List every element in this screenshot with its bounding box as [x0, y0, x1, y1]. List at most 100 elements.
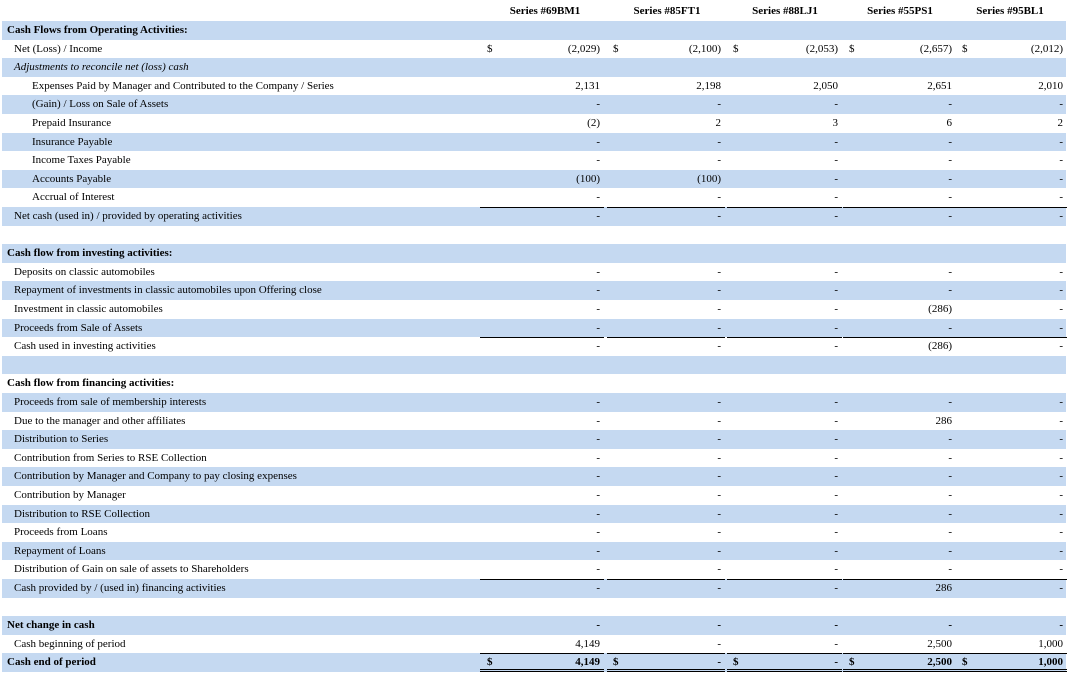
- cell-value: -: [948, 172, 952, 185]
- total-rule: [843, 579, 956, 580]
- cell-value: -: [717, 526, 721, 539]
- cell-value: -: [1059, 191, 1063, 204]
- cell-value: -: [596, 563, 600, 576]
- cell-value: -: [717, 544, 721, 557]
- table-row: Prepaid Insurance (2) 2 3 6 2: [2, 114, 1066, 133]
- cell-value: (2,012): [1030, 42, 1063, 55]
- row-label: Prepaid Insurance: [32, 117, 112, 129]
- table-row: Cash flow from investing activities:: [2, 244, 1066, 263]
- table-row: Deposits on classic automobiles - - - - -: [2, 263, 1066, 282]
- cell-value: -: [948, 544, 952, 557]
- total-rule: [480, 579, 604, 580]
- row-label: Net change in cash: [7, 619, 95, 632]
- cell-value: -: [1059, 172, 1063, 185]
- column-header: Series #69BM1: [509, 5, 581, 17]
- cell-value: -: [717, 489, 721, 501]
- cell-value: -: [1059, 154, 1063, 167]
- row-label: Cash beginning of period: [14, 637, 126, 650]
- cell-value: -: [948, 321, 952, 334]
- total-rule: [727, 207, 842, 208]
- cell-value: -: [717, 619, 721, 632]
- total-rule: [843, 207, 956, 208]
- cell-value: -: [1059, 321, 1063, 334]
- column-header: Series #88LJ1: [752, 5, 818, 17]
- table-row: Distribution of Gain on sale of assets t…: [2, 560, 1066, 579]
- cell-value: -: [834, 210, 838, 222]
- column-header: Series #95BL1: [976, 5, 1044, 17]
- total-rule: [480, 337, 604, 339]
- cell-value: -: [834, 637, 838, 650]
- double-rule: [956, 668, 1067, 672]
- table-row: Cash end of period 4,149 - - 2,500 1,000 $ $ $ $ $: [2, 653, 1067, 672]
- row-label: Accrual of Interest: [32, 191, 115, 204]
- row-label: Distribution to RSE Collection: [14, 507, 150, 520]
- table-row: Proceeds from sale of membership interes…: [2, 393, 1066, 412]
- total-rule: [956, 579, 1067, 580]
- cell-value: -: [834, 154, 838, 167]
- cell-value: -: [1059, 507, 1063, 520]
- cell-value: (100): [576, 172, 600, 185]
- cell-value: (2,053): [805, 42, 838, 55]
- cell-value: -: [834, 451, 838, 464]
- table-row: Cash provided by / (used in) financing a…: [2, 579, 1067, 598]
- total-rule: [607, 579, 725, 580]
- row-label: Accounts Payable: [32, 172, 112, 185]
- double-rule: [480, 668, 604, 672]
- cell-value: -: [717, 451, 721, 464]
- cell-value: -: [596, 489, 600, 501]
- table-row: Repayment of Loans - - - - -: [2, 541, 1066, 561]
- cell-value: -: [596, 414, 600, 427]
- cell-value: 1,000: [1038, 656, 1063, 669]
- cell-value: -: [834, 544, 838, 557]
- cell-value: (286): [928, 340, 952, 353]
- cell-value: -: [948, 451, 952, 464]
- cell-value: -: [1059, 414, 1063, 427]
- cell-value: -: [717, 284, 721, 297]
- double-rule: [607, 668, 725, 672]
- cell-value: 2,050: [813, 79, 838, 92]
- cell-value: -: [596, 265, 600, 278]
- cell-value: (286): [928, 303, 952, 315]
- total-rule: [607, 207, 725, 208]
- currency-symbol: $: [733, 656, 739, 669]
- cell-value: 4,149: [575, 637, 600, 650]
- currency-symbol: $: [849, 42, 855, 55]
- cell-value: -: [834, 135, 838, 148]
- table-row: Cash Flows from Operating Activities:: [2, 21, 1066, 40]
- cell-value: -: [596, 451, 600, 464]
- cell-value: -: [948, 433, 952, 446]
- cell-value: 2,651: [927, 79, 952, 92]
- row-label: Proceeds from sale of membership interes…: [14, 396, 207, 408]
- cell-value: -: [948, 563, 952, 576]
- currency-symbol: $: [487, 42, 493, 55]
- table-row: Net change in cash - - - - -: [2, 616, 1066, 635]
- table-row: [2, 355, 1066, 375]
- cell-value: -: [596, 210, 600, 222]
- row-label: Repayment of investments in classic auto…: [14, 284, 322, 297]
- cell-value: 2,010: [1038, 79, 1063, 92]
- table-row: Contribution by Manager and Company to p…: [2, 467, 1066, 486]
- cell-value: -: [834, 656, 838, 669]
- cell-value: -: [834, 191, 838, 204]
- cell-value: -: [834, 489, 838, 501]
- currency-symbol: $: [849, 656, 855, 669]
- table-row: Cash flow from financing activities:: [2, 374, 1066, 393]
- currency-symbol: $: [487, 656, 493, 669]
- total-rule: [727, 337, 842, 339]
- cell-value: (2,029): [567, 42, 600, 55]
- cell-value: -: [1059, 396, 1063, 408]
- cell-value: -: [948, 396, 952, 408]
- cell-value: -: [596, 191, 600, 204]
- cell-value: (2): [587, 117, 600, 129]
- cell-value: -: [948, 154, 952, 167]
- cell-value: -: [1059, 210, 1063, 222]
- cell-value: -: [596, 396, 600, 408]
- cell-value: -: [1059, 135, 1063, 148]
- cell-value: -: [1059, 433, 1063, 446]
- cell-value: -: [717, 321, 721, 334]
- cell-value: 2: [1057, 117, 1064, 129]
- row-label: Adjustments to reconcile net (loss) cash: [14, 61, 189, 74]
- cell-value: -: [717, 210, 721, 222]
- row-label: Deposits on classic automobiles: [14, 265, 155, 278]
